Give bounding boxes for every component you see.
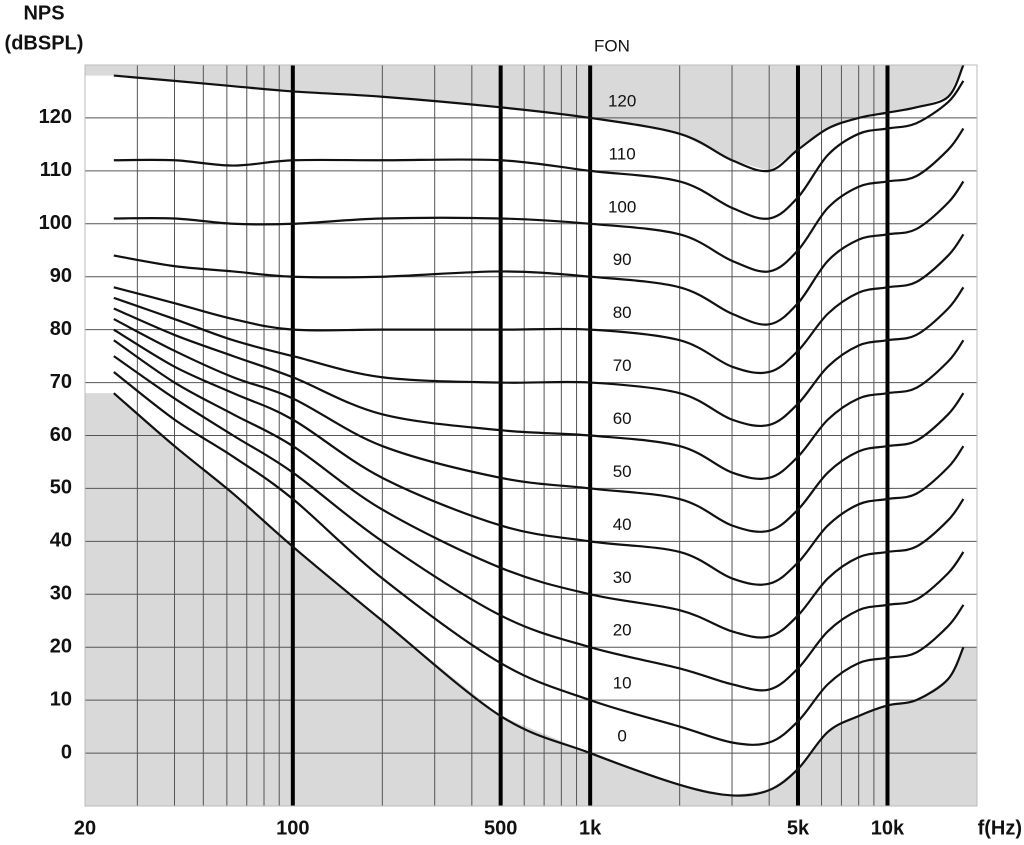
contour-line	[113, 392, 965, 797]
contour-label: 70	[613, 356, 632, 375]
contour-line	[113, 127, 965, 273]
x-tick-label: 5k	[787, 817, 810, 839]
x-tick-label: 20	[74, 817, 96, 839]
y-tick-label: 50	[50, 477, 72, 499]
contour-label: 60	[613, 409, 632, 428]
y-tick-label: 0	[61, 741, 72, 763]
contour-line	[113, 339, 965, 639]
contour-label: 40	[613, 515, 632, 534]
x-tick-label: 10k	[871, 817, 905, 839]
legend-title: FON	[594, 36, 630, 55]
shade-below	[85, 393, 977, 806]
y-tick-label: 70	[50, 371, 72, 393]
y-tick-label: 90	[50, 265, 72, 287]
y-tick-label: 80	[50, 318, 72, 340]
contour-line	[113, 371, 965, 746]
contour-label: 120	[608, 91, 636, 110]
y-tick-label: 30	[50, 583, 72, 605]
x-tick-label: 1k	[579, 817, 602, 839]
y-tick-label: 120	[39, 106, 72, 128]
x-tick-label: 100	[276, 817, 309, 839]
contour-label: 20	[613, 621, 632, 640]
y-axis-label: NPS	[23, 2, 64, 24]
y-tick-label: 10	[50, 688, 72, 710]
y-tick-label: 40	[50, 530, 72, 552]
y-tick-label: 20	[50, 635, 72, 657]
contour-line	[113, 318, 965, 533]
contour-line	[113, 64, 965, 173]
contour-label: 80	[613, 303, 632, 322]
contour-line	[113, 233, 965, 375]
contour-label: 110	[609, 144, 636, 163]
contour-line	[113, 307, 965, 480]
y-tick-label: 110	[40, 159, 72, 181]
contour-line	[113, 180, 965, 326]
contour-label: 0	[617, 727, 626, 746]
y-axis-label: (dBSPL)	[5, 32, 84, 54]
contour-line	[113, 355, 965, 692]
contour-label: 100	[608, 197, 636, 216]
contour-label: 90	[613, 250, 632, 269]
contour-line	[113, 286, 965, 428]
contour-line	[113, 328, 965, 586]
x-axis-label: f(Hz)	[978, 817, 1022, 839]
x-tick-label: 500	[484, 817, 517, 839]
y-tick-label: 100	[39, 212, 72, 234]
contour-label: 10	[613, 674, 632, 693]
contour-line	[113, 80, 965, 220]
contour-label: 50	[613, 462, 632, 481]
contour-label: 30	[613, 568, 632, 587]
y-tick-label: 60	[50, 424, 72, 446]
plot-frame	[84, 64, 978, 807]
